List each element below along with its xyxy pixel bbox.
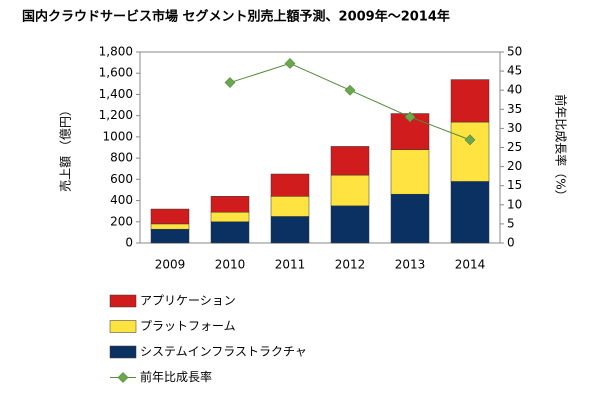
bar-segment	[210, 221, 250, 244]
line-marker	[224, 77, 236, 88]
bar-segment	[450, 79, 490, 123]
bar-segment	[150, 223, 190, 230]
bar-segment	[390, 149, 430, 195]
y2-tick-label: 50	[507, 45, 522, 59]
bar-segment	[330, 174, 370, 207]
y2-tick-label: 15	[507, 178, 522, 192]
bar-segment	[210, 211, 250, 223]
bar-segment	[330, 146, 370, 176]
line-marker	[344, 84, 356, 96]
bar-segment	[270, 196, 310, 217]
bar-segment	[150, 228, 190, 244]
y2-tick-label: 45	[507, 64, 522, 78]
x-tick-label: 2013	[395, 258, 426, 272]
y2-tick-label: 30	[507, 121, 522, 135]
line-marker	[464, 134, 476, 146]
x-tick-label: 2011	[275, 258, 306, 272]
y2-tick-label: 10	[507, 197, 522, 211]
legend-label: 前年比成長率	[140, 369, 212, 384]
y-tick-label: 0	[125, 236, 133, 250]
legend-marker	[117, 372, 129, 383]
plot-frame	[139, 51, 501, 244]
y2-tick-label: 35	[507, 102, 522, 116]
x-tick-label: 2014	[455, 258, 486, 272]
line	[229, 62, 471, 141]
legend-label: アプリケーション	[140, 294, 236, 308]
bar-segment	[450, 121, 490, 182]
legend-swatch	[109, 345, 137, 359]
y-tick-label: 1000	[102, 129, 133, 143]
legend-swatch	[109, 320, 137, 333]
y-tick-label: 400	[110, 193, 133, 207]
y2-tick-label: 25	[507, 140, 522, 154]
bar-segment	[450, 181, 490, 244]
bar-segment	[150, 208, 190, 225]
x-tick-label: 2012	[335, 258, 366, 272]
legend-swatch	[109, 294, 137, 308]
x-tick-label: 2010	[215, 258, 246, 272]
y2-tick-label: 0	[507, 236, 515, 250]
y-tick-label: 1,800	[99, 45, 133, 59]
y-tick-label: 800	[110, 151, 133, 165]
bar-segment	[390, 113, 430, 150]
chart-title: 国内クラウドサービス市場 セグメント別売上額予測、2009年～2014年	[22, 9, 450, 25]
bar-segment	[390, 193, 430, 244]
line-marker	[284, 58, 296, 69]
line-marker	[404, 111, 416, 123]
legend-label: システムインフラストラクチャ	[140, 345, 307, 359]
y2-tick-label: 5	[507, 216, 515, 230]
x-tick-label: 2009	[155, 258, 186, 272]
bar-segment	[270, 216, 310, 244]
legend-label: プラットフォーム	[140, 319, 236, 333]
y-tick-label: 200	[110, 214, 133, 228]
y2-tick-label: 40	[507, 83, 522, 97]
y-tick-label: 1,400	[99, 87, 133, 101]
y-tick-label: 1,200	[99, 108, 133, 122]
bar-segment	[210, 196, 250, 213]
y-axis-label: 売上額 （億円）	[58, 104, 73, 192]
y-tick-label: 600	[110, 172, 133, 186]
bar-segment	[330, 205, 370, 244]
y2-tick-label: 20	[507, 159, 522, 173]
bar-segment	[270, 173, 310, 197]
y-tick-label: 1,600	[99, 66, 133, 80]
y2-axis-label: 前年比成長率（%）	[554, 94, 569, 201]
